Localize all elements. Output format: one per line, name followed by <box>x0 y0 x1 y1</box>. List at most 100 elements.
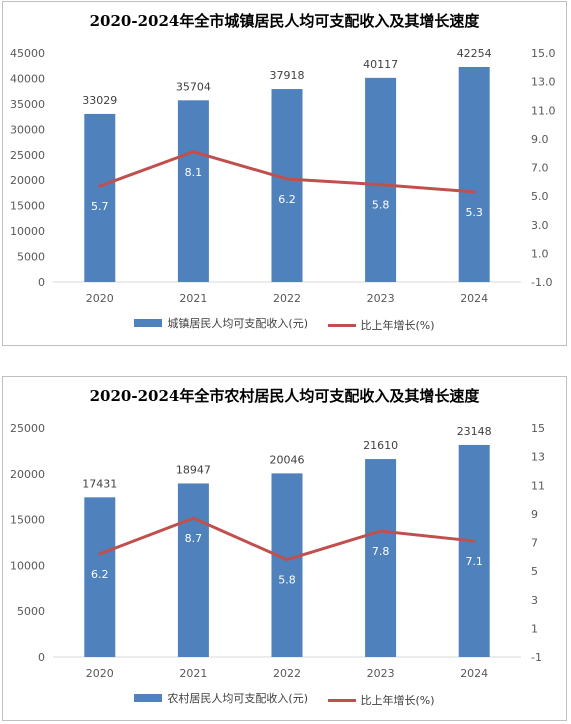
y-tick-label: 45000 <box>10 47 45 60</box>
bar <box>365 77 397 282</box>
growth-data-label: 6.2 <box>91 568 109 581</box>
growth-point <box>191 516 195 520</box>
y-tick-label: 20000 <box>10 174 45 187</box>
bar <box>458 66 490 282</box>
x-tick-label: 2023 <box>367 292 395 305</box>
growth-point <box>98 552 102 556</box>
rural-income-chart: 2020-2024年全市农村居民人均可支配收入及其增长速度 0 5000 10000… <box>2 376 567 721</box>
bar-data-label: 33029 <box>82 94 117 107</box>
y-tick-label: 15000 <box>10 200 45 213</box>
bar <box>271 473 303 657</box>
bar-data-label: 40117 <box>363 58 398 71</box>
y-tick-label: 0 <box>38 651 45 664</box>
x-tick-label: 2022 <box>273 292 301 305</box>
bar <box>365 459 397 657</box>
y2-tick-label: 5 <box>531 565 538 578</box>
bar-data-label: 23148 <box>457 425 492 438</box>
y-tick-label: 25000 <box>10 422 45 435</box>
x-tick-label: 2021 <box>179 292 207 305</box>
bar-data-label: 42254 <box>457 47 492 60</box>
growth-data-label: 5.8 <box>372 199 390 212</box>
legend-label-growth: 比上年增长(%) <box>360 319 435 332</box>
chart-plot-area: 0 5000 10000 15000 20000 25000 30000 35000 40000… <box>10 47 556 305</box>
y2-tick-label: 3.0 <box>531 219 549 232</box>
y2-tick-label: 9 <box>531 508 538 521</box>
bar-data-label: 20046 <box>270 453 305 466</box>
y2-tick-label: 5.0 <box>531 190 549 203</box>
y-tick-label: 35000 <box>10 98 45 111</box>
y2-tick-label: 11 <box>531 479 545 492</box>
chart-plot-area: 0500010000150002000025000-11357911131520… <box>10 422 545 680</box>
growth-point <box>379 529 383 533</box>
y-tick-label: 10000 <box>10 225 45 238</box>
chart-title: 2020-2024年全市城镇居民人均可支配收入及其增长速度 <box>89 12 480 30</box>
y-tick-label: 20000 <box>10 468 45 481</box>
bar <box>177 483 209 657</box>
growth-point <box>472 190 476 194</box>
y2-tick-label: 15.0 <box>531 47 556 60</box>
y-tick-label: 15000 <box>10 514 45 527</box>
growth-point <box>285 558 289 562</box>
y-tick-label: 0 <box>38 276 45 289</box>
bar <box>271 89 303 282</box>
x-tick-label: 2020 <box>86 667 114 680</box>
y-tick-label: 40000 <box>10 72 45 85</box>
growth-point <box>98 184 102 188</box>
y2-tick-label: 11.0 <box>531 104 556 117</box>
x-tick-label: 2021 <box>179 667 207 680</box>
bar <box>84 113 116 282</box>
growth-data-label: 6.2 <box>278 193 296 206</box>
legend-bar-swatch <box>134 318 163 327</box>
growth-point <box>379 183 383 187</box>
x-tick-label: 2024 <box>460 667 488 680</box>
y2-tick-label: 9.0 <box>531 133 549 146</box>
bar-data-label: 17431 <box>82 477 117 490</box>
x-tick-label: 2024 <box>460 292 488 305</box>
legend-line-swatch <box>327 323 356 327</box>
y2-tick-label: 7 <box>531 537 538 550</box>
bar-data-label: 37918 <box>270 69 305 82</box>
y-tick-label: 25000 <box>10 149 45 162</box>
legend-item-income: 农村居民人均可支配收入(元) <box>134 690 308 706</box>
bar <box>177 100 209 283</box>
bar-data-label: 35704 <box>176 80 211 93</box>
y-tick-label: 5000 <box>17 605 45 618</box>
y2-tick-label: 13 <box>531 451 545 464</box>
legend-label-growth: 比上年增长(%) <box>360 694 435 707</box>
y2-tick-label: 15 <box>531 422 545 435</box>
growth-data-label: 8.1 <box>185 166 203 179</box>
y2-tick-label: -1.0 <box>531 276 552 289</box>
chart-legend: 城镇居民人均可支配收入(元) 比上年增长(%) <box>3 315 566 334</box>
y2-tick-label: 1.0 <box>531 247 549 260</box>
x-tick-label: 2023 <box>367 667 395 680</box>
legend-bar-swatch <box>134 693 163 702</box>
y2-tick-label: 13.0 <box>531 76 556 89</box>
growth-point <box>191 150 195 154</box>
x-tick-label: 2020 <box>86 292 114 305</box>
growth-data-label: 7.1 <box>465 555 483 568</box>
bar-data-label: 18947 <box>176 463 211 476</box>
growth-data-label: 5.3 <box>465 206 483 219</box>
legend-label-income: 城镇居民人均可支配收入(元) <box>167 316 309 330</box>
legend-item-growth: 比上年增长(%) <box>327 692 435 708</box>
legend-item-income: 城镇居民人均可支配收入(元) <box>134 315 308 331</box>
y-tick-label: 30000 <box>10 123 45 136</box>
bar <box>84 497 116 657</box>
y2-tick-label: 3 <box>531 594 538 607</box>
chart-legend: 农村居民人均可支配收入(元) 比上年增长(%) <box>3 690 566 709</box>
x-tick-label: 2022 <box>273 667 301 680</box>
legend-line-swatch <box>327 698 356 702</box>
bar <box>458 444 490 657</box>
y2-tick-label: 1 <box>531 622 538 635</box>
bar-data-label: 21610 <box>363 439 398 452</box>
growth-data-label: 7.8 <box>372 545 390 558</box>
growth-point <box>472 539 476 543</box>
urban-income-chart: 2020-2024年全市城镇居民人均可支配收入及其增长速度 0 5000 10000… <box>2 1 567 346</box>
growth-data-label: 5.7 <box>91 200 109 213</box>
growth-data-label: 8.7 <box>185 532 203 545</box>
y2-tick-label: -1 <box>531 651 542 664</box>
y2-tick-label: 7.0 <box>531 162 549 175</box>
growth-point <box>285 177 289 181</box>
y-tick-label: 5000 <box>17 251 45 264</box>
legend-label-income: 农村居民人均可支配收入(元) <box>167 691 309 705</box>
